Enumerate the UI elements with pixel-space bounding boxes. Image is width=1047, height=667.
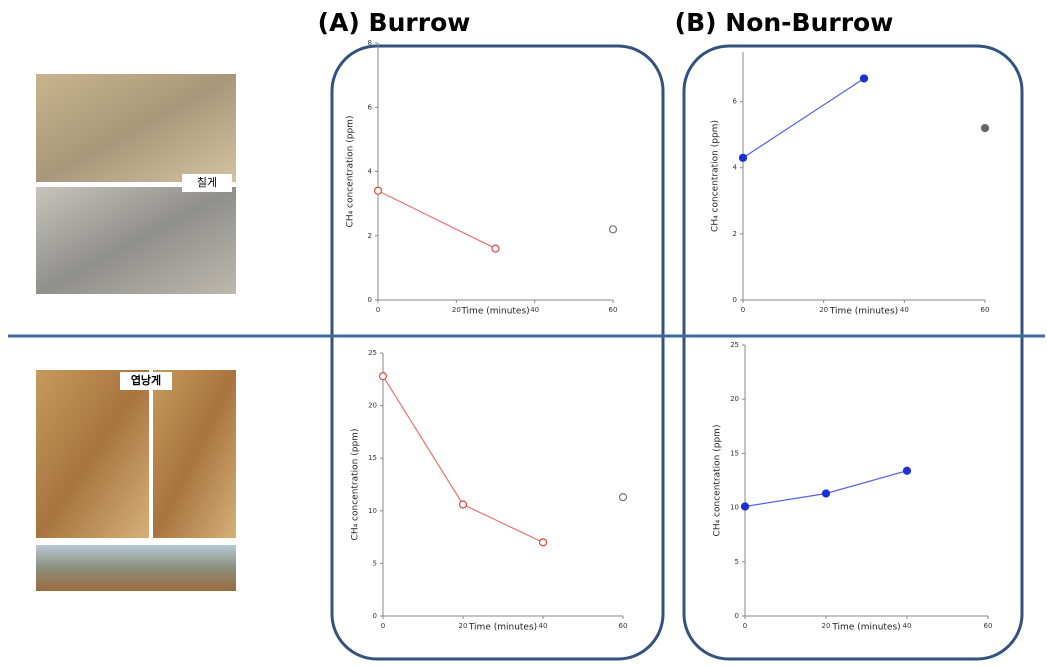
- y-tick-label: 6: [733, 98, 738, 106]
- x-tick-label: 20: [452, 306, 461, 314]
- y-tick-label: 4: [368, 168, 373, 176]
- y-tick-label: 20: [368, 402, 377, 410]
- x-tick-label: 0: [741, 306, 745, 314]
- y-tick-label: 25: [368, 349, 377, 357]
- panel-frame: [330, 44, 665, 661]
- y-tick-label: 10: [368, 507, 377, 515]
- photo: [36, 370, 149, 538]
- y-tick-label: 5: [373, 559, 377, 567]
- panel-title: (B) Non-Burrow: [675, 8, 894, 37]
- x-axis-label: Time (minutes): [831, 623, 900, 633]
- x-tick-label: 20: [459, 622, 468, 630]
- y-tick-label: 0: [368, 296, 372, 304]
- y-axis-label: CH₄ concentration (ppm): [711, 120, 721, 232]
- x-tick-label: 60: [609, 306, 618, 314]
- data-point: [902, 466, 912, 475]
- x-tick-label: 40: [900, 306, 909, 314]
- photo-label-bg: [120, 372, 172, 390]
- y-tick-label: 2: [733, 230, 737, 238]
- y-tick-label: 0: [733, 296, 737, 304]
- photo: [36, 74, 236, 182]
- series-line: [742, 77, 865, 159]
- photo: [153, 370, 236, 538]
- data-point: [608, 225, 618, 234]
- x-axis-label: Time (minutes): [460, 307, 529, 317]
- photo-label: 칠게: [197, 176, 217, 189]
- y-tick-label: 6: [368, 103, 373, 111]
- y-tick-label: 10: [730, 504, 739, 512]
- x-tick-label: 60: [619, 622, 628, 630]
- y-tick-label: 20: [730, 395, 739, 403]
- data-point: [618, 493, 628, 502]
- x-tick-label: 60: [984, 622, 993, 630]
- y-tick-label: 15: [730, 449, 739, 457]
- y-tick-label: 0: [373, 612, 377, 620]
- x-tick-label: 0: [743, 622, 747, 630]
- data-point: [491, 244, 500, 253]
- y-tick-label: 0: [735, 612, 739, 620]
- data-point: [538, 538, 548, 547]
- data-point: [821, 489, 831, 498]
- x-tick-label: 0: [376, 306, 380, 314]
- x-tick-label: 60: [981, 306, 990, 314]
- panel-frame: [682, 44, 1024, 661]
- data-point: [740, 502, 750, 511]
- x-tick-label: 0: [381, 622, 385, 630]
- photo-label-bg: [182, 174, 232, 192]
- photo: [36, 187, 236, 294]
- x-tick-label: 20: [819, 306, 828, 314]
- x-tick-label: 40: [539, 622, 548, 630]
- y-tick-label: 2: [368, 232, 372, 240]
- photo: [36, 545, 236, 591]
- series-line: [377, 190, 496, 250]
- y-tick-label: 15: [368, 454, 377, 462]
- x-axis-label: Time (minutes): [468, 623, 537, 633]
- data-point: [859, 74, 869, 83]
- x-tick-label: 20: [822, 622, 831, 630]
- y-axis-label: CH₄ concentration (ppm): [351, 429, 361, 541]
- data-point: [373, 186, 383, 195]
- y-tick-label: 8: [368, 39, 372, 47]
- series-line: [382, 375, 544, 543]
- y-tick-label: 5: [735, 558, 739, 566]
- y-axis-label: CH₄ concentration (ppm): [713, 425, 723, 537]
- data-point: [378, 372, 388, 381]
- y-tick-label: 25: [730, 341, 739, 349]
- photo-label: 엽낭게: [131, 373, 161, 387]
- y-tick-label: 4: [733, 164, 738, 172]
- data-point: [980, 123, 990, 133]
- x-tick-label: 40: [903, 622, 912, 630]
- series-line: [744, 470, 908, 508]
- x-tick-label: 40: [530, 306, 539, 314]
- y-axis-label: CH₄ concentration (ppm): [346, 116, 356, 228]
- x-axis-label: Time (minutes): [829, 307, 898, 317]
- data-point: [738, 153, 748, 162]
- panel-title: (A) Burrow: [318, 8, 471, 37]
- data-point: [458, 500, 468, 509]
